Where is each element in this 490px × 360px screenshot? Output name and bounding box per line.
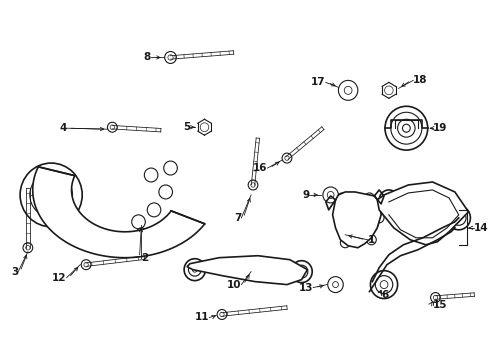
Polygon shape [33,167,205,258]
Text: 15: 15 [433,300,447,310]
Text: 17: 17 [311,77,326,87]
Text: 3: 3 [11,267,18,276]
Polygon shape [187,256,307,285]
Text: 8: 8 [144,53,151,63]
Text: 14: 14 [474,223,489,233]
Text: 2: 2 [142,253,148,263]
Text: 10: 10 [227,280,242,289]
Text: 4: 4 [59,123,67,133]
Text: 13: 13 [299,283,313,293]
Circle shape [385,106,428,150]
Text: 1: 1 [368,235,375,245]
Text: 18: 18 [413,75,428,85]
Text: 5: 5 [183,122,190,132]
Text: 12: 12 [52,273,67,283]
Text: 11: 11 [195,312,209,323]
Text: 16: 16 [253,163,268,173]
Text: 7: 7 [234,213,242,223]
Text: 6: 6 [381,289,389,300]
Polygon shape [333,192,381,248]
Text: 19: 19 [433,123,447,133]
Polygon shape [377,182,468,245]
Text: 9: 9 [302,190,309,200]
